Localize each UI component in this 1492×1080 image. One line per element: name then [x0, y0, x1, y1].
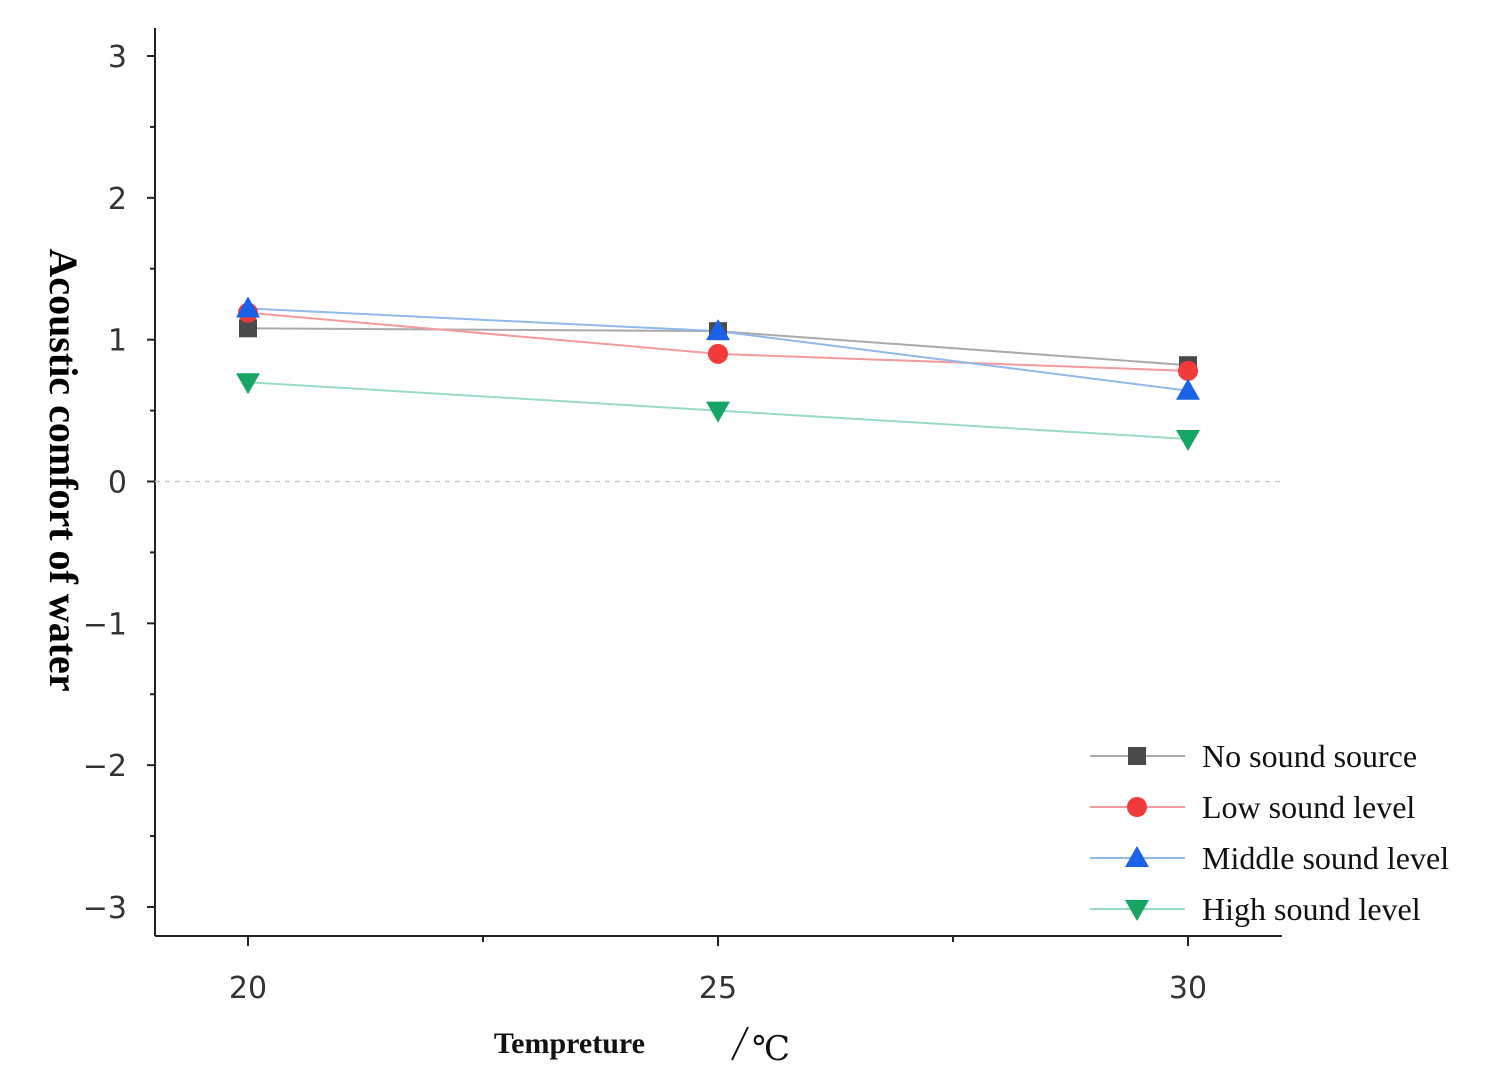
x-ticks: 20 25 30 — [229, 936, 1207, 1006]
data-point — [239, 319, 257, 338]
series-markers — [236, 296, 1200, 451]
data-point — [1178, 360, 1198, 381]
legend-marker — [1125, 846, 1149, 867]
y-axis-title: Acoustic comfort of water — [41, 248, 86, 691]
data-point — [706, 401, 730, 423]
x-tick-label: 20 — [229, 971, 267, 1006]
x-axis-title-slash — [731, 1026, 749, 1061]
legend-label: Low sound level — [1202, 789, 1415, 825]
y-tick-label: 2 — [108, 182, 127, 217]
y-tick-label: −2 — [83, 749, 127, 784]
legend-marker — [1127, 797, 1147, 817]
y-tick-label: 0 — [108, 466, 127, 501]
legend: No sound source Low sound level Middle sou… — [1090, 738, 1449, 927]
x-tick-label: 30 — [1169, 971, 1207, 1006]
legend-marker — [1128, 747, 1146, 765]
x-axis-unit: ℃ — [752, 1029, 790, 1069]
legend-label: Middle sound level — [1202, 840, 1449, 876]
data-point — [236, 296, 260, 318]
legend-marker — [1125, 900, 1149, 921]
x-axis-title: Tempreture — [494, 1027, 645, 1060]
y-tick-label: 3 — [108, 40, 127, 75]
y-ticks: 3 2 1 0 −1 −2 −3 — [83, 40, 155, 926]
data-point — [236, 373, 260, 395]
legend-label: High sound level — [1202, 891, 1421, 927]
data-point — [1176, 378, 1200, 400]
data-point — [1176, 429, 1200, 451]
legend-label: No sound source — [1202, 738, 1417, 774]
y-tick-label: −1 — [83, 607, 127, 642]
y-tick-label: 1 — [108, 324, 127, 359]
x-tick-label: 25 — [699, 971, 737, 1006]
data-point — [706, 319, 730, 341]
data-point — [708, 343, 728, 364]
y-tick-label: −3 — [83, 891, 127, 926]
